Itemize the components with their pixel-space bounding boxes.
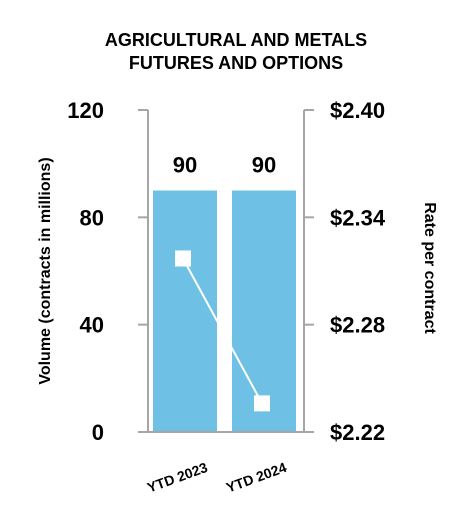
x-tick-label-2: YTD 2024	[224, 459, 289, 496]
right-tick-label-3: $2.40	[330, 98, 385, 123]
right-tick-label-0: $2.22	[330, 420, 385, 445]
bar-2	[232, 190, 296, 432]
left-tick-label-3: 120	[67, 98, 104, 123]
rate-point-2	[254, 395, 270, 412]
x-tick-label-1: YTD 2023	[145, 459, 210, 496]
rate-line	[182, 257, 263, 404]
chart-title-line-2: FUTURES AND OPTIONS	[128, 53, 344, 73]
bar-data-label-2: 90	[252, 153, 276, 178]
rate-point-1	[175, 250, 191, 267]
bar-1	[153, 190, 217, 432]
left-tick-label-1: 40	[80, 313, 104, 338]
right-axis-title: Rate per contract	[421, 202, 438, 334]
right-tick-label-2: $2.34	[330, 205, 386, 230]
right-tick-label-1: $2.28	[330, 313, 385, 338]
left-axis-title: Volume (contracts in millions)	[37, 157, 54, 384]
left-tick-label-2: 80	[80, 205, 104, 230]
chart-title-line-1: AGRICULTURAL AND METALS	[104, 30, 368, 50]
left-tick-label-0: 0	[92, 420, 104, 445]
bar-data-label-1: 90	[173, 153, 197, 178]
